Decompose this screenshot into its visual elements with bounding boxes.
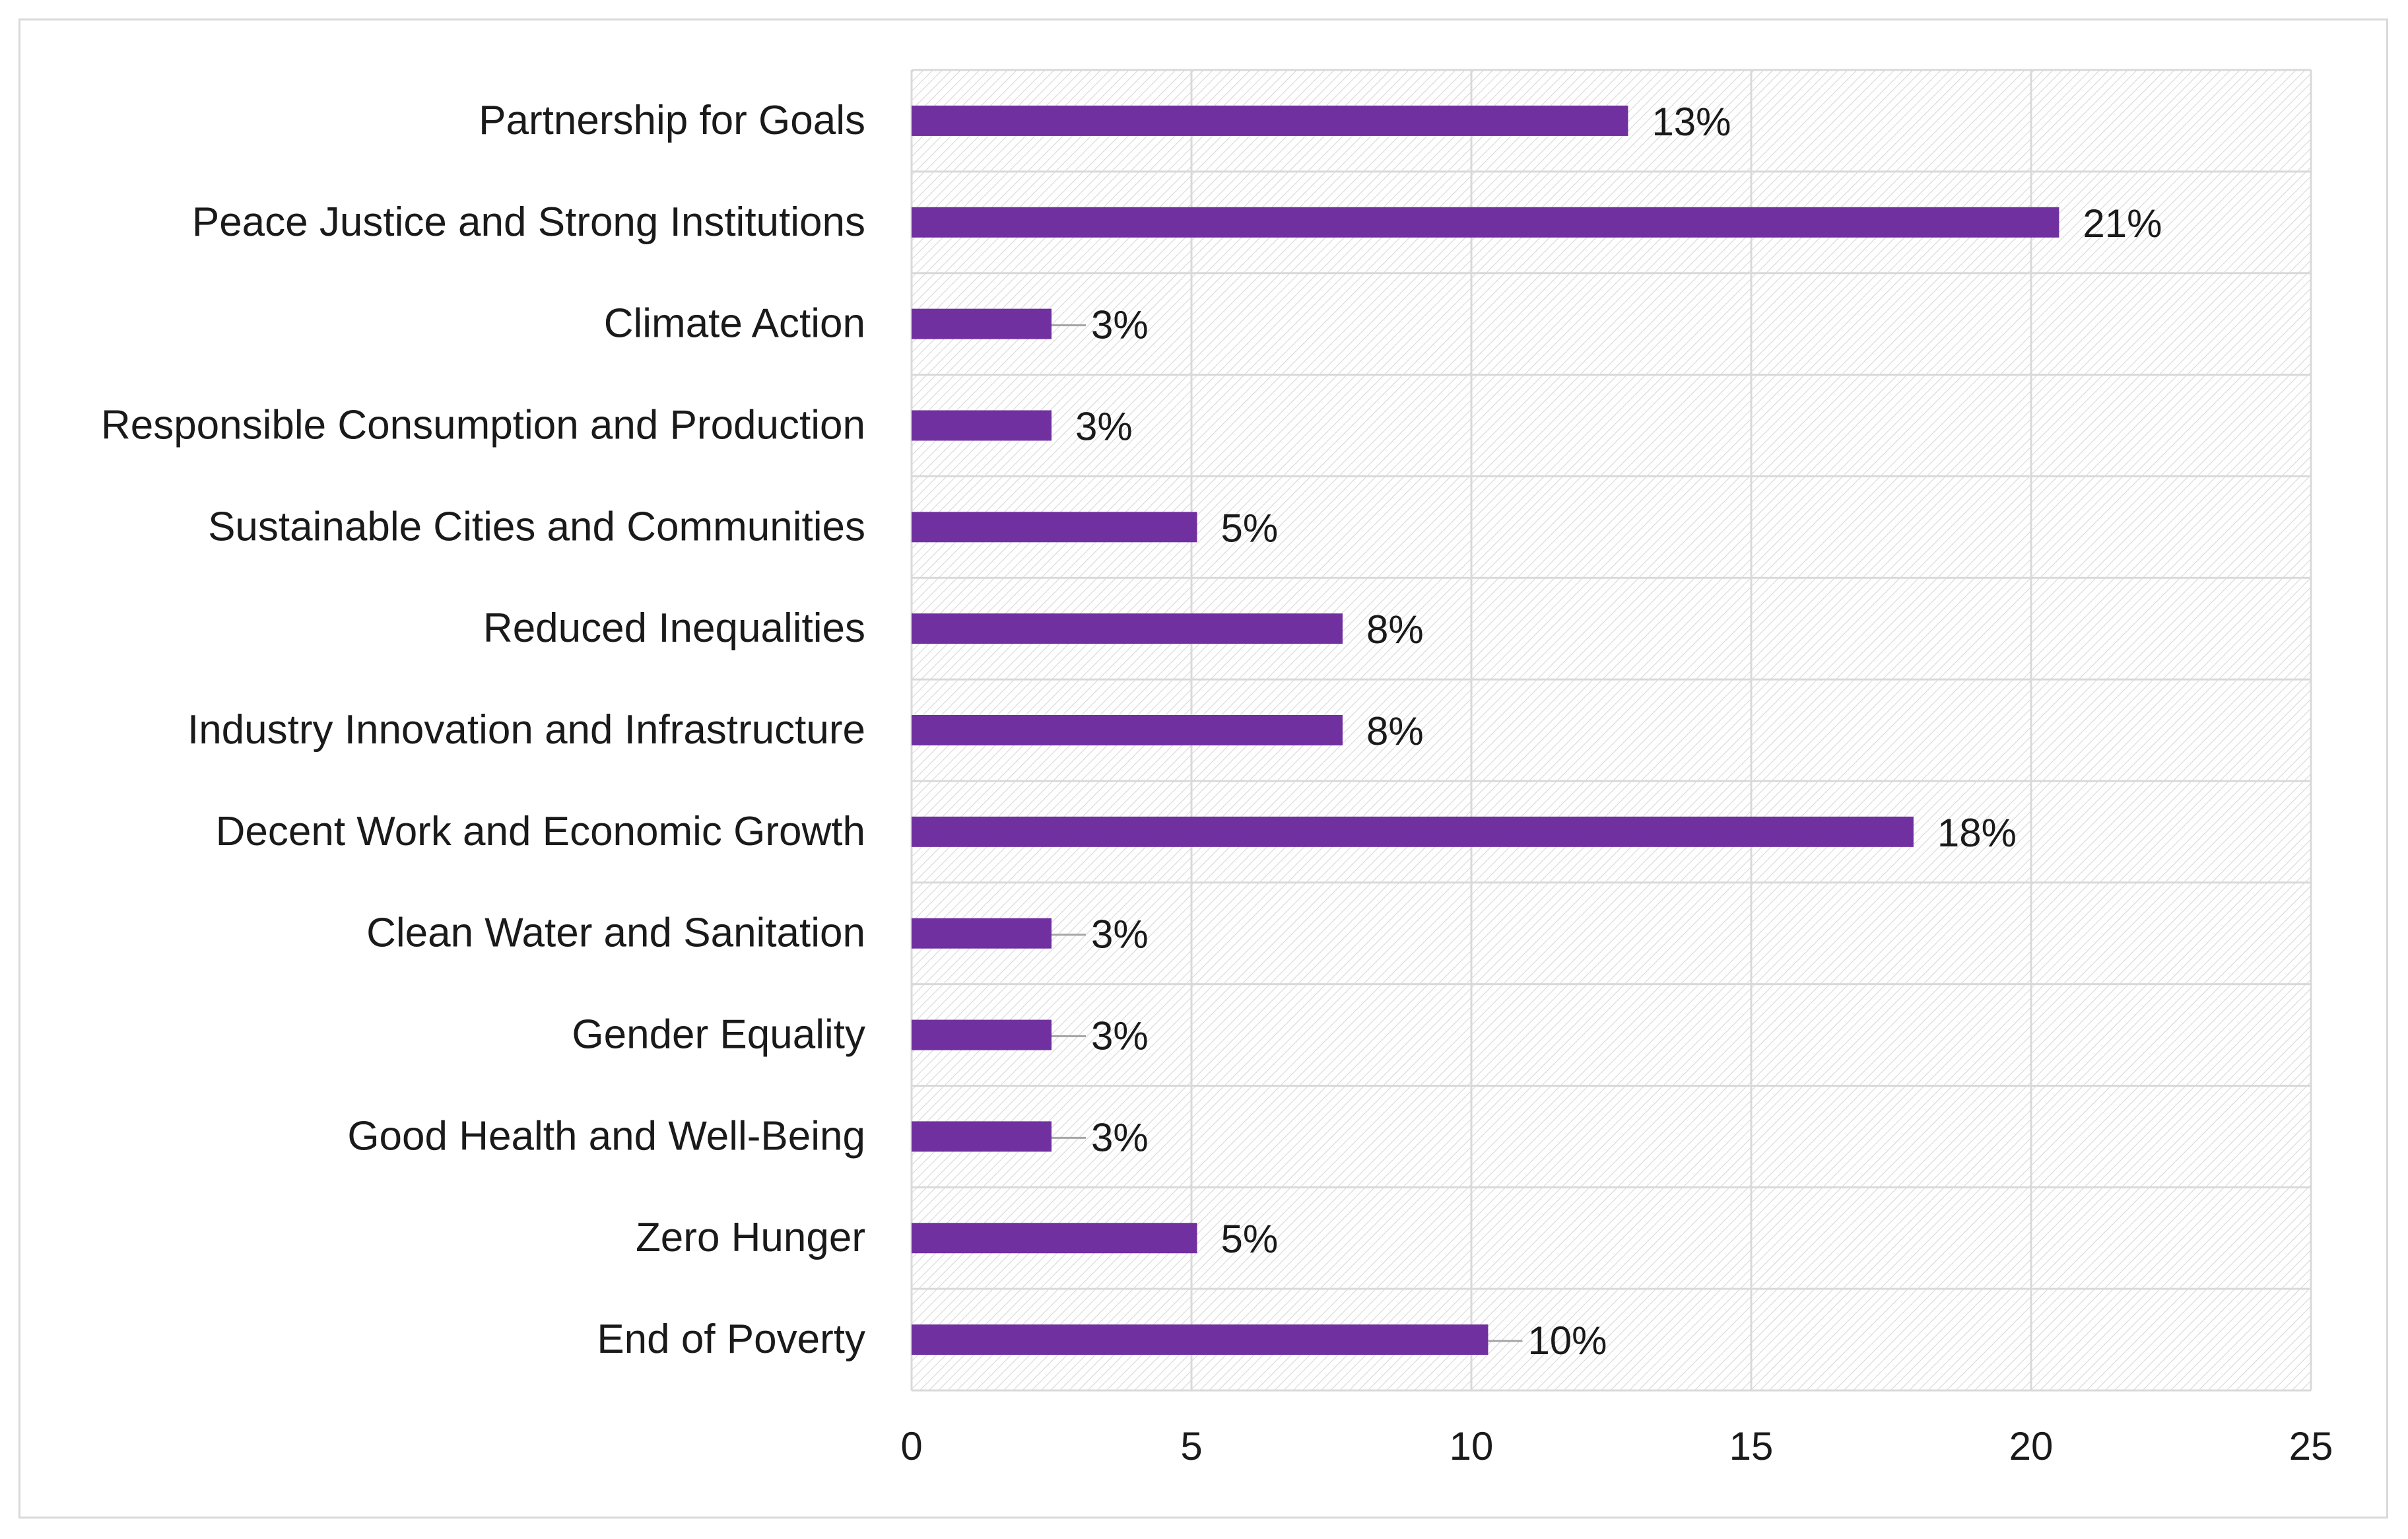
data-label-11: 3% bbox=[1091, 1115, 1149, 1159]
data-label-13: 10% bbox=[1527, 1318, 1607, 1363]
data-label-3: 3% bbox=[1091, 303, 1149, 347]
chart-frame: 13% Partnership for Goals 21% Peace Justice… bbox=[18, 18, 2388, 1519]
data-label-1: 13% bbox=[1652, 100, 1731, 144]
data-label-12: 5% bbox=[1221, 1217, 1278, 1261]
data-label-6: 8% bbox=[1366, 607, 1424, 652]
category-label-6: Reduced Inequalities bbox=[483, 605, 865, 651]
category-label-8: Decent Work and Economic Growth bbox=[216, 809, 865, 854]
x-tick-label-5: 5 bbox=[1180, 1424, 1202, 1468]
x-tick-label-20: 20 bbox=[2009, 1424, 2054, 1468]
bar-3 bbox=[912, 308, 1052, 339]
bar-11 bbox=[912, 1121, 1052, 1152]
bar-8 bbox=[912, 816, 1914, 847]
data-label-10: 3% bbox=[1091, 1014, 1149, 1058]
bar-10 bbox=[912, 1019, 1052, 1050]
category-label-2: Peace Justice and Strong Institutions bbox=[192, 199, 865, 245]
category-label-10: Gender Equality bbox=[572, 1012, 865, 1058]
bar-12 bbox=[912, 1223, 1197, 1254]
bar-5 bbox=[912, 512, 1197, 543]
category-label-4: Responsible Consumption and Production bbox=[101, 402, 865, 448]
data-label-2: 21% bbox=[2083, 201, 2162, 246]
category-label-12: Zero Hunger bbox=[636, 1215, 865, 1260]
bar-2 bbox=[912, 207, 2059, 238]
category-label-9: Clean Water and Sanitation bbox=[366, 910, 865, 956]
category-label-13: End of Poverty bbox=[597, 1317, 865, 1362]
data-label-8: 18% bbox=[1937, 811, 2017, 855]
category-label-5: Sustainable Cities and Communities bbox=[208, 504, 865, 549]
category-label-1: Partnership for Goals bbox=[479, 98, 865, 143]
x-tick-label-10: 10 bbox=[1450, 1424, 1494, 1468]
x-tick-label-0: 0 bbox=[900, 1424, 922, 1468]
x-tick-label-25: 25 bbox=[2289, 1424, 2333, 1468]
category-label-11: Good Health and Well-Being bbox=[347, 1113, 865, 1159]
x-tick-label-15: 15 bbox=[1729, 1424, 1774, 1468]
bar-4 bbox=[912, 410, 1052, 441]
bar-13 bbox=[912, 1324, 1488, 1355]
data-label-5: 5% bbox=[1221, 506, 1278, 550]
bar-chart: 13% Partnership for Goals 21% Peace Justice… bbox=[101, 69, 2333, 1468]
bar-9 bbox=[912, 918, 1052, 949]
bar-7 bbox=[912, 715, 1343, 745]
data-label-4: 3% bbox=[1075, 404, 1133, 448]
category-label-7: Industry Innovation and Infrastructure bbox=[187, 707, 865, 753]
data-label-9: 3% bbox=[1091, 912, 1149, 957]
bar-6 bbox=[912, 613, 1343, 644]
bar-1 bbox=[912, 105, 1628, 136]
data-label-7: 8% bbox=[1366, 709, 1424, 753]
category-label-3: Climate Action bbox=[604, 301, 865, 347]
